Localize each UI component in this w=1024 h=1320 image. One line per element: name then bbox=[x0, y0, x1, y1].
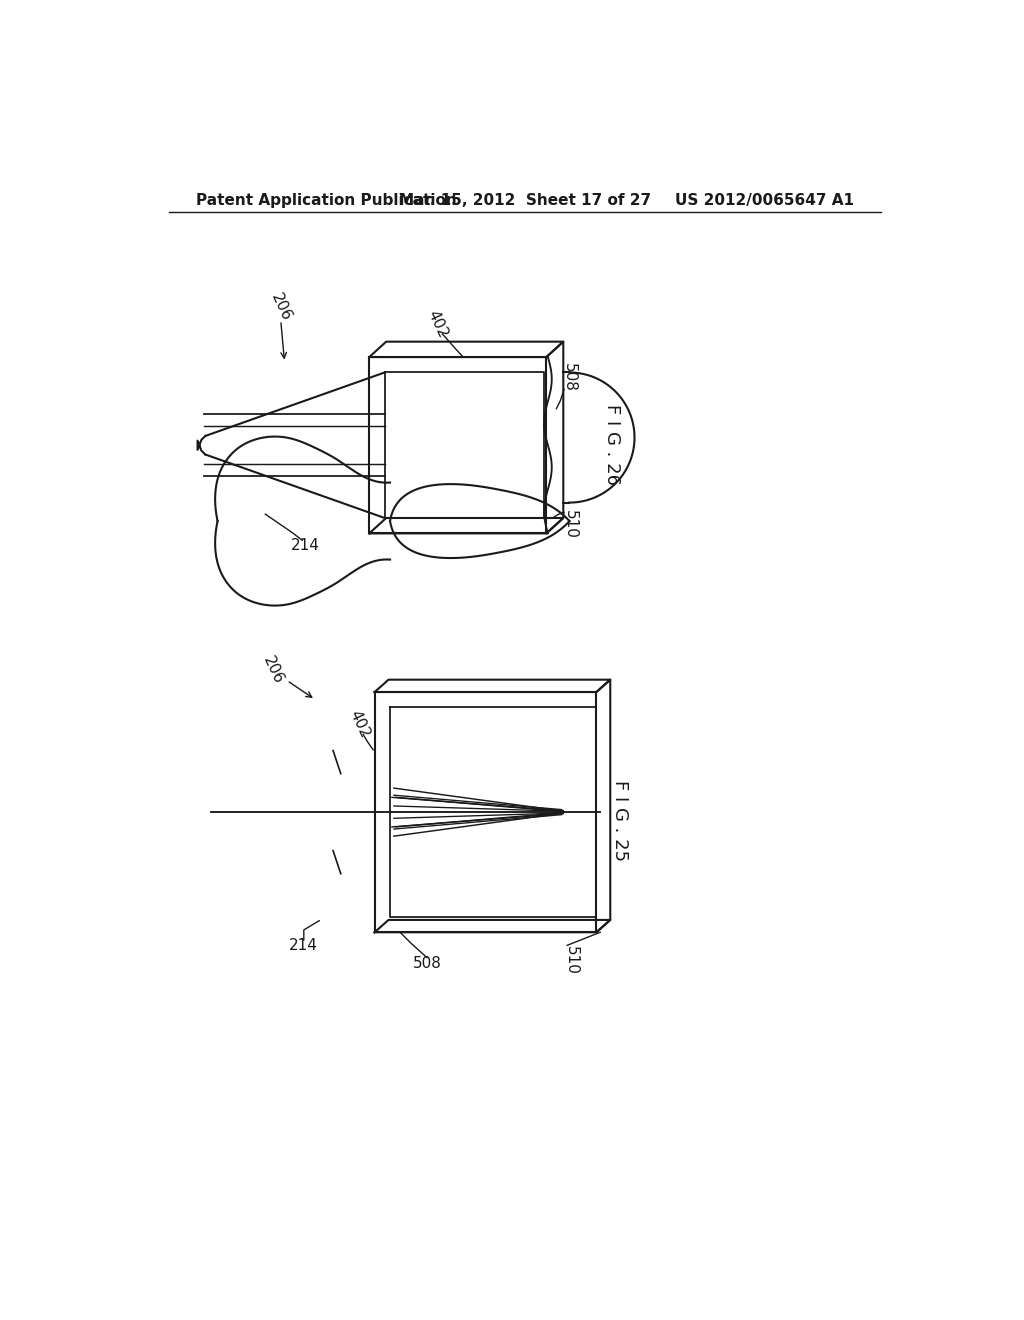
Text: 402: 402 bbox=[424, 308, 450, 341]
Text: F I G . 25: F I G . 25 bbox=[610, 780, 629, 861]
Text: 206: 206 bbox=[268, 290, 294, 323]
Text: 510: 510 bbox=[563, 510, 578, 539]
Text: US 2012/0065647 A1: US 2012/0065647 A1 bbox=[676, 193, 854, 209]
Text: Mar. 15, 2012  Sheet 17 of 27: Mar. 15, 2012 Sheet 17 of 27 bbox=[398, 193, 651, 209]
Text: 510: 510 bbox=[564, 946, 580, 975]
Text: 214: 214 bbox=[291, 539, 319, 553]
Text: 402: 402 bbox=[346, 708, 372, 741]
Text: 206: 206 bbox=[260, 655, 286, 686]
Text: F I G . 26: F I G . 26 bbox=[603, 404, 621, 486]
Text: 508: 508 bbox=[413, 956, 441, 970]
Text: 214: 214 bbox=[290, 937, 318, 953]
Text: Patent Application Publication: Patent Application Publication bbox=[196, 193, 457, 209]
Text: 508: 508 bbox=[562, 363, 577, 392]
